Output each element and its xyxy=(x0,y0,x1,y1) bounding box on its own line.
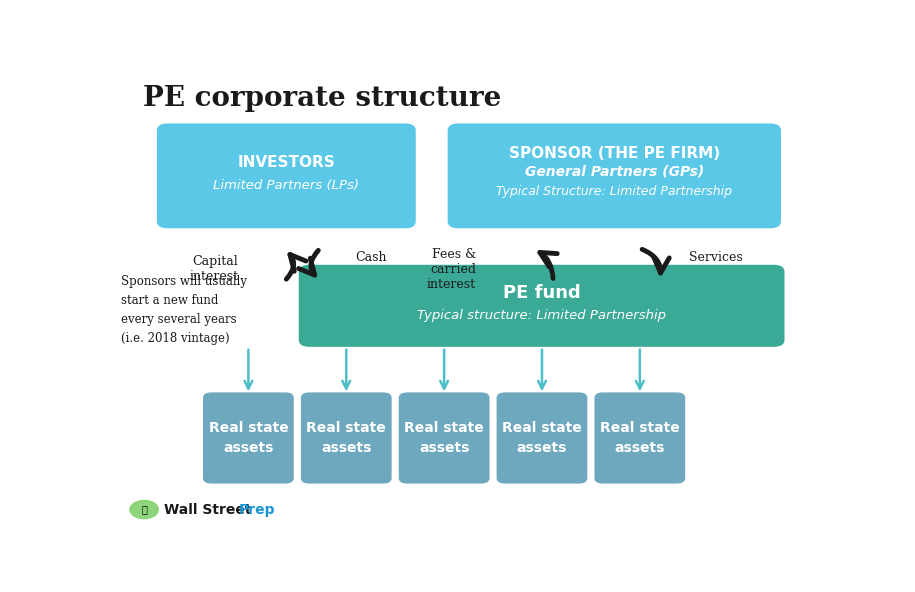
Text: 🏃: 🏃 xyxy=(141,504,147,514)
Text: SPONSOR (THE PE FIRM): SPONSOR (THE PE FIRM) xyxy=(509,146,720,160)
Text: Capital
interest: Capital interest xyxy=(189,255,239,284)
FancyBboxPatch shape xyxy=(301,392,392,484)
FancyBboxPatch shape xyxy=(203,392,294,484)
FancyBboxPatch shape xyxy=(157,124,415,229)
Text: Sponsors will usually
start a new fund
every several years
(i.e. 2018 vintage): Sponsors will usually start a new fund e… xyxy=(122,275,247,345)
Text: Real state
assets: Real state assets xyxy=(502,422,582,455)
Text: Typical Structure: Limited Partnership: Typical Structure: Limited Partnership xyxy=(496,185,732,198)
FancyBboxPatch shape xyxy=(497,392,587,484)
FancyBboxPatch shape xyxy=(298,265,784,347)
Text: Real state
assets: Real state assets xyxy=(600,422,680,455)
FancyBboxPatch shape xyxy=(595,392,685,484)
Text: Fees &
carried
interest: Fees & carried interest xyxy=(427,248,476,291)
Text: INVESTORS: INVESTORS xyxy=(238,155,335,170)
FancyBboxPatch shape xyxy=(399,392,490,484)
Circle shape xyxy=(130,500,158,519)
Text: Real state
assets: Real state assets xyxy=(209,422,288,455)
Text: Wall Street: Wall Street xyxy=(164,503,252,517)
Text: Services: Services xyxy=(689,252,742,265)
Text: Limited Partners (LPs): Limited Partners (LPs) xyxy=(213,179,360,191)
Text: Typical structure: Limited Partnership: Typical structure: Limited Partnership xyxy=(417,310,666,322)
Text: PE corporate structure: PE corporate structure xyxy=(143,85,501,112)
FancyBboxPatch shape xyxy=(447,124,781,229)
Text: General Partners (GPs): General Partners (GPs) xyxy=(524,165,704,178)
Text: Cash: Cash xyxy=(355,252,387,265)
Text: Prep: Prep xyxy=(239,503,275,517)
Text: Real state
assets: Real state assets xyxy=(404,422,484,455)
Text: Real state
assets: Real state assets xyxy=(307,422,386,455)
Text: PE fund: PE fund xyxy=(502,284,580,302)
